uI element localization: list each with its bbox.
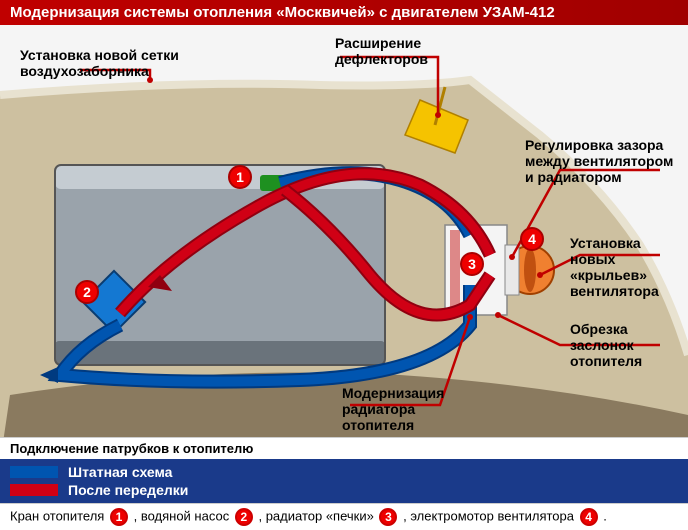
legend-swatch-red — [10, 484, 58, 496]
diagram-area: 1 2 3 4 Установка новой сеткивоздухозабо… — [0, 25, 688, 463]
title-bar: Модернизация системы отопления «Москвиче… — [0, 0, 688, 25]
footnote-marker-3: 3 — [379, 508, 397, 526]
callout-intake-mesh: Установка новой сеткивоздухозаборника — [20, 47, 179, 79]
legend: Подключение патрубков к отопителю Штатна… — [0, 437, 688, 530]
marker-3: 3 — [460, 252, 484, 276]
legend-row-mod: После переделки — [10, 481, 678, 499]
footnote-marker-2: 2 — [235, 508, 253, 526]
legend-swatch-blue — [10, 466, 58, 478]
callout-gap: Регулировка зазорамежду вентилятороми ра… — [525, 137, 673, 185]
callout-radiator: Модернизациярадиатораотопителя — [342, 385, 444, 433]
footnote-marker-4: 4 — [580, 508, 598, 526]
marker-4: 4 — [520, 227, 544, 251]
legend-header: Подключение патрубков к отопителю — [0, 437, 688, 459]
footnote-marker-1: 1 — [110, 508, 128, 526]
callout-fan-wings: Установкановых «крыльев»вентилятора — [570, 235, 688, 299]
callout-deflector: Расширениедефлекторов — [335, 35, 428, 67]
marker-1: 1 — [228, 165, 252, 189]
footer-key: Кран отопителя 1 , водяной насос 2 , рад… — [0, 503, 688, 530]
callout-flaps: Обрезказаслонокотопителя — [570, 321, 642, 369]
marker-2: 2 — [75, 280, 99, 304]
legend-row-stock: Штатная схема — [10, 463, 678, 481]
